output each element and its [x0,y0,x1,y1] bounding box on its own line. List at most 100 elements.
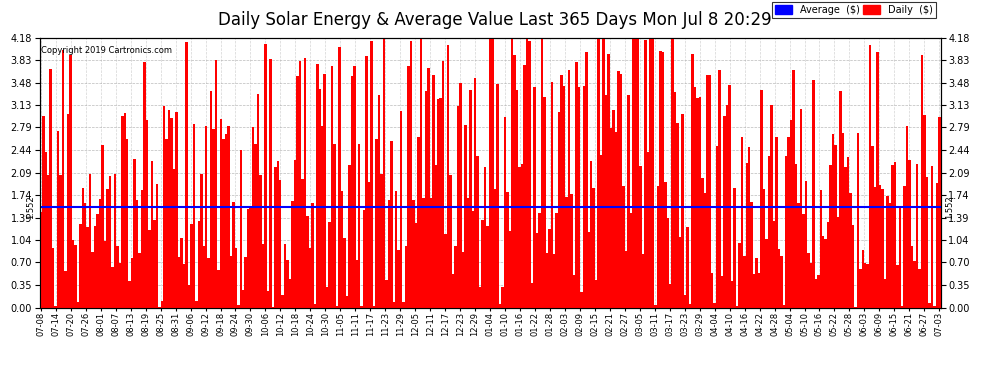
Bar [864,263,866,308]
Bar [837,217,840,308]
Bar [378,94,380,308]
Bar [445,234,446,308]
Bar [155,184,158,308]
Bar [595,280,597,308]
Bar [555,213,558,308]
Bar [222,139,225,308]
Bar [929,303,931,307]
Bar [544,97,545,308]
Bar [256,94,259,308]
Bar [499,304,501,307]
Bar [780,256,782,308]
Bar [242,290,245,308]
Bar [198,221,200,308]
Bar [350,76,353,308]
Bar [178,257,180,307]
Text: Copyright 2019 Cartronics.com: Copyright 2019 Cartronics.com [42,46,172,55]
Bar [800,109,802,307]
Bar [830,165,832,308]
Bar [410,41,412,308]
Bar [344,238,346,308]
Bar [548,229,550,308]
Bar [306,216,309,308]
Bar [286,260,289,308]
Bar [415,223,417,308]
Bar [541,38,544,308]
Bar [812,80,815,308]
Bar [886,196,889,308]
Bar [762,189,765,308]
Bar [914,261,916,308]
Bar [664,182,666,308]
Bar [736,306,739,308]
Bar [545,253,548,308]
Bar [654,306,656,308]
Bar [669,284,671,308]
Bar [802,214,805,308]
Bar [666,218,669,308]
Bar [904,186,906,308]
Bar [694,87,696,308]
Bar [765,238,767,308]
Bar [66,114,69,308]
Bar [76,302,79,307]
Bar [474,78,476,308]
Bar [417,138,420,308]
Bar [846,157,849,308]
Text: 1.552: 1.552 [945,195,954,219]
Bar [563,86,565,308]
Bar [844,167,846,308]
Bar [69,56,71,308]
Bar [491,38,494,308]
Bar [269,58,271,308]
Bar [50,69,51,308]
Bar [486,226,489,308]
Bar [326,286,329,308]
Bar [281,295,284,307]
Bar [114,174,116,308]
Bar [822,236,825,308]
Bar [805,181,807,308]
Bar [529,41,531,308]
Bar [926,177,929,308]
Bar [625,251,627,308]
Bar [56,131,59,308]
Bar [148,230,150,308]
Bar [173,169,175,308]
Bar [484,168,486,308]
Bar [294,160,296,308]
Bar [651,38,654,308]
Bar [346,297,348,307]
Bar [906,126,909,308]
Bar [590,161,592,308]
Bar [99,199,101,308]
Bar [627,95,630,308]
Bar [309,248,311,308]
Bar [704,194,706,308]
Bar [163,106,165,307]
Bar [909,160,911,308]
Bar [896,265,899,308]
Bar [874,188,876,308]
Bar [889,203,891,308]
Bar [676,123,679,308]
Bar [96,214,99,308]
Bar [451,274,454,308]
Bar [911,246,914,308]
Bar [600,155,602,308]
Bar [84,203,86,308]
Bar [592,188,595,308]
Bar [329,222,331,308]
Bar [405,246,407,308]
Bar [218,270,220,308]
Bar [539,213,541,308]
Bar [360,306,363,308]
Bar [459,84,461,308]
Bar [931,166,934,308]
Bar [420,38,422,308]
Bar [446,45,449,308]
Bar [321,126,324,308]
Bar [496,84,499,308]
Bar [866,264,869,308]
Bar [247,209,249,308]
